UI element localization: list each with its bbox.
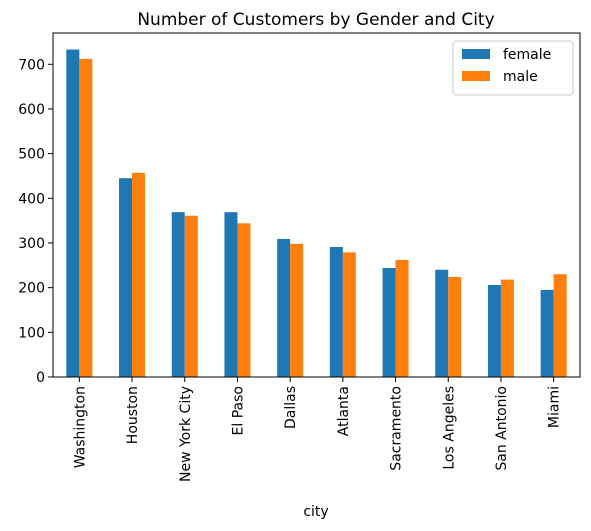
x-tick-label: Dallas — [283, 386, 299, 429]
y-tick-label: 100 — [18, 325, 45, 341]
x-axis-label: city — [303, 504, 328, 520]
x-tick-label: New York City — [178, 386, 194, 482]
x-tick-label: San Antonio — [494, 386, 510, 471]
legend-label-male: male — [503, 69, 538, 85]
legend-swatch-female — [462, 49, 490, 59]
bar-male — [184, 215, 198, 377]
y-tick-label: 400 — [18, 191, 45, 207]
x-tick-label: Sacramento — [389, 386, 405, 471]
chart-title: Number of Customers by Gender and City — [137, 10, 494, 30]
legend: female male — [452, 40, 574, 96]
bar-female — [277, 238, 291, 377]
legend-label-female: female — [503, 47, 551, 63]
y-axis: 0 100 200 300 400 500 600 700 — [18, 57, 53, 386]
bar-female — [66, 49, 80, 377]
bar-female — [382, 267, 396, 377]
bar-male — [395, 259, 409, 377]
bars-group — [66, 49, 567, 378]
bar-male — [448, 276, 462, 377]
bar-female — [540, 289, 554, 377]
bar-male — [290, 243, 304, 377]
legend-swatch-male — [462, 71, 490, 81]
x-axis: Washington Houston New York City El Paso Dal… — [72, 377, 563, 482]
y-tick-label: 700 — [18, 57, 45, 73]
x-tick-label: Los Angeles — [441, 386, 457, 470]
bar-male — [79, 58, 93, 378]
bar-male — [132, 172, 146, 377]
y-tick-label: 200 — [18, 281, 45, 297]
x-tick-label: Houston — [125, 386, 141, 444]
x-tick-label: Washington — [72, 386, 88, 468]
y-tick-label: 600 — [18, 102, 45, 118]
bar-male — [237, 223, 251, 377]
y-tick-label: 0 — [36, 370, 45, 386]
x-tick-label: Miami — [547, 386, 563, 428]
bar-female — [224, 212, 238, 377]
y-tick-label: 500 — [18, 147, 45, 163]
bar-male — [342, 252, 356, 377]
bar-female — [435, 269, 449, 377]
bar-female — [487, 284, 501, 377]
bar-female — [119, 178, 133, 377]
x-tick-label: Atlanta — [336, 386, 352, 436]
x-tick-label: El Paso — [230, 386, 246, 435]
plot-frame — [52, 32, 581, 378]
bar-male — [553, 274, 567, 377]
bar-female — [329, 246, 343, 377]
bar-male — [500, 279, 514, 377]
bar-female — [171, 212, 185, 377]
y-tick-label: 300 — [18, 236, 45, 252]
